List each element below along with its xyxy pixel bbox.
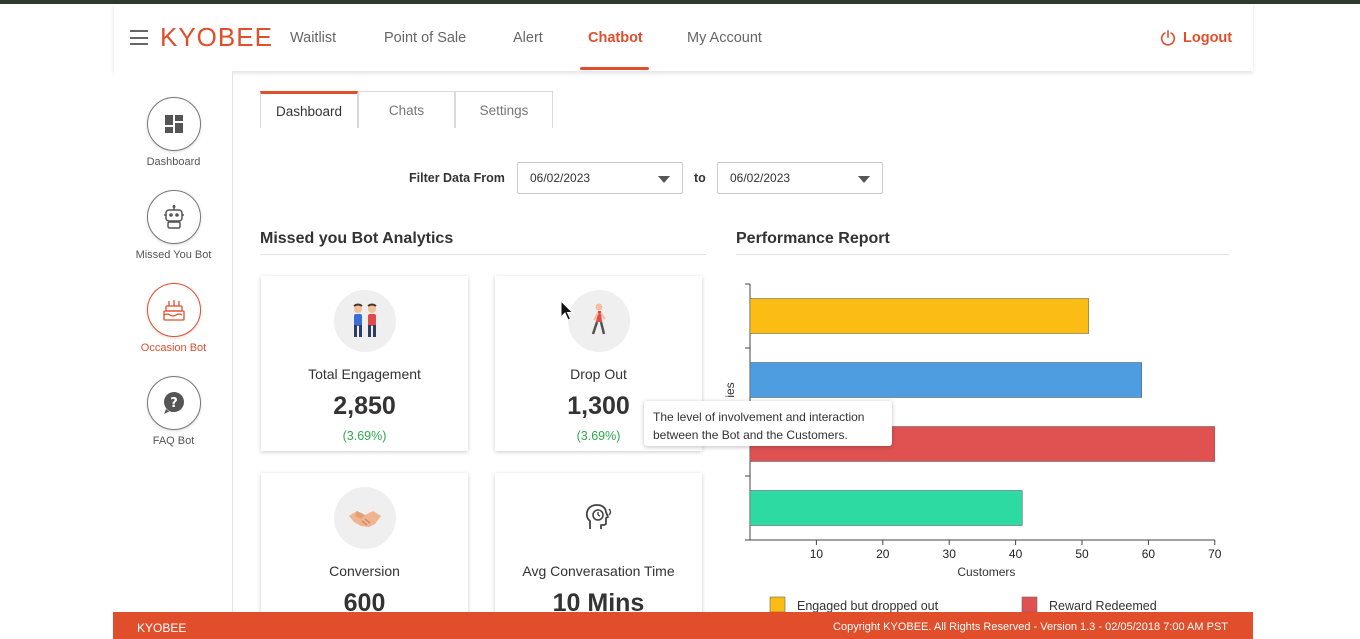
nav-chatbot[interactable]: Chatbot	[588, 30, 643, 46]
card-icon-circle	[333, 290, 396, 352]
x-tick-label: 30	[943, 547, 957, 561]
power-icon	[1160, 29, 1176, 46]
date-from-value: 06/02/2023	[530, 171, 591, 185]
sidebar-item-faq-bot[interactable]: ? FAQ Bot	[114, 376, 233, 447]
sidebar-icon-circle	[146, 97, 201, 151]
card-title: Conversion	[329, 563, 400, 579]
chart-bar	[749, 490, 1023, 526]
sidebar-item-label: FAQ Bot	[152, 435, 195, 447]
mouse-cursor-icon	[560, 300, 574, 321]
date-to-select[interactable]: 06/02/2023	[717, 162, 883, 194]
hamburger-menu-icon[interactable]	[130, 30, 148, 45]
x-tick-label: 60	[1142, 547, 1156, 561]
sidebar-icon-circle: ?	[146, 376, 201, 430]
filter-label: Filter Data From	[409, 171, 505, 185]
walking-person-icon	[591, 303, 606, 335]
card-icon-circle	[567, 290, 630, 352]
date-to-value: 06/02/2023	[730, 171, 791, 185]
nav-point-of-sale[interactable]: Point of Sale	[384, 30, 467, 46]
card-icon-circle	[333, 487, 396, 549]
question-icon: ?	[163, 392, 184, 414]
sidebar-item-label: Dashboard	[146, 156, 201, 168]
chart-bar	[749, 298, 1089, 334]
card-percentage: (3.69%)	[576, 429, 621, 443]
tab-settings[interactable]: Settings	[455, 91, 553, 128]
legend-label: Reward Redeemed	[1049, 599, 1157, 613]
x-tick-label: 20	[876, 547, 890, 561]
to-label: to	[694, 171, 706, 185]
sidebar-item-missed-you-bot[interactable]: Missed You Bot	[114, 190, 233, 261]
cake-icon	[162, 300, 185, 321]
logout-label: Logout	[1183, 30, 1233, 46]
people-icon	[352, 303, 377, 337]
logout-button[interactable]: Logout	[1159, 29, 1232, 47]
footer: KYOBEE Copyright KYOBEE. All Rights Rese…	[113, 612, 1253, 639]
performance-chart: 10 20 30 40 50 60 70 Customers ies Engaged but dr…	[723, 283, 1222, 613]
date-from-select[interactable]: 06/02/2023	[517, 162, 683, 194]
sidebar-icon-circle	[146, 190, 201, 244]
card-title: Avg Converasation Time	[522, 563, 675, 579]
card-value: 1,300	[567, 392, 630, 420]
card-value: 2,850	[333, 392, 396, 420]
tab-chats[interactable]: Chats	[358, 91, 455, 128]
legend-swatch	[769, 596, 786, 613]
sidebar: Dashboard Missed You Bot Occasion Bot ? …	[114, 71, 233, 612]
nav-active-indicator	[580, 67, 649, 70]
dashboard-icon	[164, 115, 183, 133]
sidebar-item-dashboard[interactable]: Dashboard	[114, 97, 233, 168]
top-border	[0, 0, 1360, 4]
info-tooltip: The level of involvement and interaction…	[644, 401, 892, 446]
nav-waitlist[interactable]: Waitlist	[290, 30, 337, 46]
handshake-icon	[348, 511, 381, 527]
sidebar-item-label: Missed You Bot	[135, 249, 212, 261]
card-percentage: (3.69%)	[342, 429, 387, 443]
card-avg-conversation-time: Avg Converasation Time 10 Mins	[495, 473, 702, 623]
x-axis-label: Customers	[957, 565, 1015, 579]
top-navbar: KYOBEE Waitlist Point of Sale Alert Chat…	[114, 4, 1253, 71]
legend-label: Engaged but dropped out	[797, 599, 939, 613]
y-axis-label: ies	[723, 382, 737, 397]
analytics-title: Missed you Bot Analytics	[260, 230, 454, 247]
performance-title: Performance Report	[736, 230, 890, 247]
analytics-divider	[260, 254, 706, 255]
sidebar-item-label: Occasion Bot	[140, 342, 207, 354]
card-icon-circle	[568, 487, 630, 549]
robot-icon	[163, 205, 184, 229]
chevron-down-icon	[658, 176, 670, 183]
nav-my-account[interactable]: My Account	[687, 30, 762, 46]
legend-swatch	[1021, 596, 1038, 613]
tab-dashboard[interactable]: Dashboard	[260, 91, 358, 128]
talking-head-icon	[585, 504, 611, 529]
footer-brand: KYOBEE	[137, 621, 187, 635]
performance-divider	[736, 254, 1229, 255]
x-tick-label: 40	[1009, 547, 1023, 561]
footer-copyright: Copyright KYOBEE. All Rights Reserved - …	[833, 621, 1228, 633]
sidebar-icon-circle	[146, 283, 201, 337]
nav-alert[interactable]: Alert	[513, 30, 543, 46]
brand-logo[interactable]: KYOBEE	[160, 22, 273, 52]
x-tick-label: 10	[810, 547, 824, 561]
svg-text:?: ?	[170, 396, 178, 411]
x-tick-label: 50	[1075, 547, 1089, 561]
chart-bar	[749, 362, 1143, 398]
chevron-down-icon	[858, 176, 870, 183]
card-title: Drop Out	[570, 366, 627, 382]
card-total-engagement: Total Engagement 2,850 (3.69%)	[261, 276, 468, 451]
sidebar-item-occasion-bot[interactable]: Occasion Bot	[114, 283, 233, 354]
card-conversion: Conversion 600	[261, 473, 468, 623]
x-tick-label: 70	[1208, 547, 1222, 561]
card-title: Total Engagement	[308, 366, 421, 382]
